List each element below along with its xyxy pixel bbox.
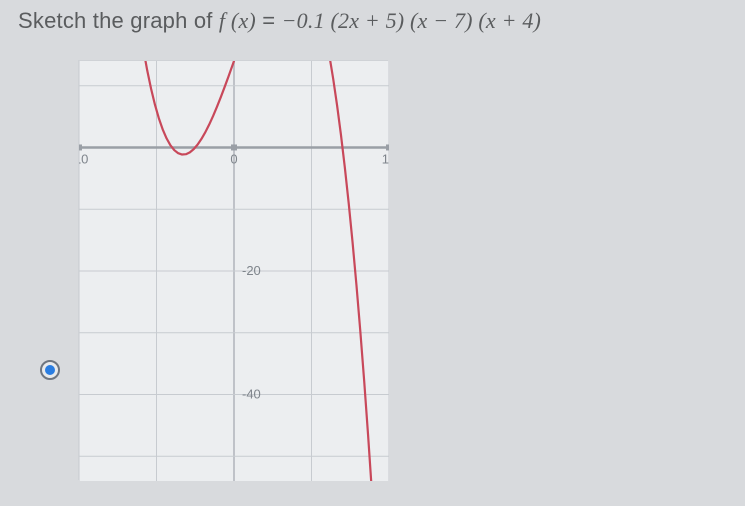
radio-selected-dot xyxy=(45,365,55,375)
choice-radio[interactable] xyxy=(40,360,60,380)
prompt-lead: Sketch the graph of xyxy=(18,8,219,33)
y-tick-label: -40 xyxy=(242,387,261,402)
question-prompt: Sketch the graph of f (x) = −0.1 (2x + 5… xyxy=(18,8,541,34)
plot-thumbnail[interactable]: -10 0 10 -20 -40 xyxy=(78,60,388,480)
x-tick-label: 0 xyxy=(230,151,237,166)
prompt-fn-rhs: −0.1 (2x + 5) (x − 7) (x + 4) xyxy=(282,8,541,33)
answer-choice-row: -10 0 10 -20 -40 xyxy=(40,60,388,480)
prompt-eq: = xyxy=(262,8,281,33)
plot-svg: -10 0 10 -20 -40 xyxy=(79,61,389,481)
x-tick-label: -10 xyxy=(79,151,88,166)
prompt-fn-lhs: f (x) xyxy=(219,8,256,33)
y-tick-label: -20 xyxy=(242,263,261,278)
x-tick-label: 10 xyxy=(382,151,389,166)
